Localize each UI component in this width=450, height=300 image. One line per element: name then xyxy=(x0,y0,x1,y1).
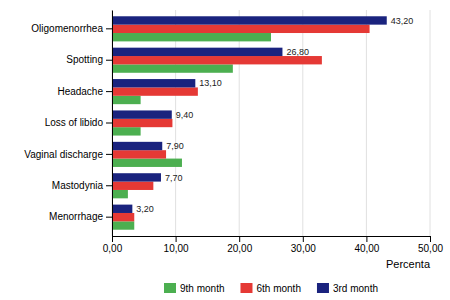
x-tick-label: 50,00 xyxy=(418,243,443,254)
bar xyxy=(112,64,233,72)
grid-line xyxy=(366,10,367,236)
bar xyxy=(112,16,387,24)
y-tick: Vaginal discharge xyxy=(24,149,112,160)
bar xyxy=(112,190,128,198)
data-label: 9,40 xyxy=(176,110,194,120)
bar xyxy=(112,56,322,64)
x-tick: 40,00 xyxy=(354,236,379,254)
x-tick-mark xyxy=(366,236,367,242)
y-tick: Oligomenorrhea xyxy=(31,23,112,34)
y-tick-label: Loss of libido xyxy=(45,117,104,128)
grid-line xyxy=(175,10,176,236)
y-axis: Oligomenorrhea Spotting Headache Loss of li… xyxy=(24,11,112,237)
data-labels: 43,20 26,80 13,10 9,40 7,90 7,70 3,20 xyxy=(136,16,413,214)
bar xyxy=(112,87,198,95)
y-tick-label: Spotting xyxy=(66,54,103,65)
x-tick: 20,00 xyxy=(227,236,252,254)
bar xyxy=(112,159,182,167)
plot: 43,20 26,80 13,10 9,40 7,90 7,70 3,20 0,00 10,00… xyxy=(24,10,443,270)
data-label: 26,80 xyxy=(286,47,309,57)
chart: 43,20 26,80 13,10 9,40 7,90 7,70 3,20 0,00 10,00… xyxy=(0,0,450,300)
legend-swatch xyxy=(164,283,176,293)
bar xyxy=(112,205,132,213)
bar xyxy=(112,25,370,33)
bar xyxy=(112,119,172,127)
y-tick: Mastodynia xyxy=(52,180,112,191)
y-tick-label: Oligomenorrhea xyxy=(31,23,103,34)
bar xyxy=(112,142,162,150)
y-tick-mark xyxy=(106,28,112,29)
bar xyxy=(112,33,271,41)
bar xyxy=(112,213,134,221)
grid xyxy=(112,10,430,236)
y-tick-label: Headache xyxy=(57,86,103,97)
bar xyxy=(112,79,195,87)
x-tick-mark xyxy=(303,236,304,242)
bar xyxy=(112,150,166,158)
data-label: 43,20 xyxy=(391,16,414,26)
x-tick-mark xyxy=(239,236,240,242)
bar xyxy=(112,110,172,118)
x-tick: 10,00 xyxy=(164,236,189,254)
bar xyxy=(112,96,141,104)
y-tick: Headache xyxy=(57,86,112,97)
x-tick-mark xyxy=(430,236,431,242)
data-label: 13,10 xyxy=(199,78,222,88)
x-tick: 30,00 xyxy=(291,236,316,254)
bars xyxy=(112,16,387,229)
y-tick: Menorrhage xyxy=(49,211,112,222)
legend-swatch xyxy=(240,283,252,293)
legend-label: 3rd month xyxy=(333,283,378,294)
x-tick: 0,00 xyxy=(103,236,123,254)
legend-item: 6th month xyxy=(240,283,300,294)
x-tick-label: 10,00 xyxy=(164,243,189,254)
y-tick-mark xyxy=(106,154,112,155)
grid-line xyxy=(239,10,240,236)
data-label: 7,90 xyxy=(166,141,184,151)
y-tick-mark xyxy=(106,91,112,92)
y-tick-mark xyxy=(106,123,112,124)
y-tick-mark xyxy=(106,60,112,61)
data-label: 7,70 xyxy=(165,173,183,183)
x-tick: 50,00 xyxy=(418,236,443,254)
x-tick-label: 20,00 xyxy=(227,243,252,254)
legend-label: 6th month xyxy=(256,283,300,294)
y-tick-label: Vaginal discharge xyxy=(24,149,103,160)
y-tick-label: Menorrhage xyxy=(49,211,103,222)
legend-item: 9th month xyxy=(164,283,224,294)
bar xyxy=(112,127,141,135)
grid-line xyxy=(302,10,303,236)
legend-swatch xyxy=(317,283,329,293)
y-tick: Loss of libido xyxy=(45,117,112,128)
x-tick-mark xyxy=(176,236,177,242)
x-axis: 0,00 10,00 20,00 30,00 40,00 50,00 xyxy=(103,236,444,254)
x-axis-line xyxy=(113,237,431,243)
bar-series xyxy=(112,25,370,222)
y-tick-mark xyxy=(106,185,112,186)
x-tick-label: 0,00 xyxy=(103,243,123,254)
legend-item: 3rd month xyxy=(317,283,378,294)
data-label: 3,20 xyxy=(136,204,154,214)
x-tick-mark xyxy=(112,236,113,242)
bar xyxy=(112,221,134,229)
y-tick-label: Mastodynia xyxy=(52,180,104,191)
x-tick-label: 40,00 xyxy=(354,243,379,254)
y-tick-mark xyxy=(106,217,112,218)
bar-series xyxy=(112,16,387,213)
legend: 9th month 6th month 3rd month xyxy=(164,283,378,294)
y-axis-line xyxy=(112,11,113,237)
x-tick-label: 30,00 xyxy=(291,243,316,254)
bar xyxy=(112,182,153,190)
bar xyxy=(112,48,282,56)
bar xyxy=(112,173,161,181)
x-axis-title: Percenta xyxy=(386,258,431,270)
grid-line xyxy=(430,10,431,236)
y-tick: Spotting xyxy=(66,54,112,65)
legend-label: 9th month xyxy=(180,283,224,294)
